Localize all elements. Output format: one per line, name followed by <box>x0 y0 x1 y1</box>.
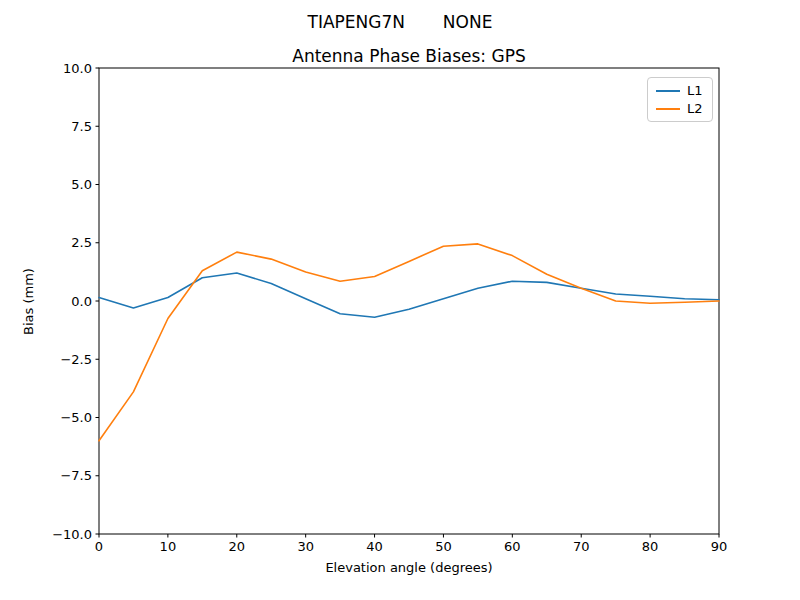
x-tick-label: 40 <box>366 539 383 554</box>
x-tick-label: 70 <box>573 539 590 554</box>
x-tick-label: 80 <box>642 539 659 554</box>
x-tick-label: 0 <box>95 539 103 554</box>
series-lines <box>99 244 719 441</box>
legend-item-l1: L1 <box>648 84 712 97</box>
series-line-l1 <box>99 273 719 317</box>
y-tick-label: −7.5 <box>60 468 92 483</box>
y-tick-label: −10.0 <box>52 527 92 542</box>
y-tick-label: 5.0 <box>71 177 92 192</box>
y-tick-label: 7.5 <box>71 119 92 134</box>
y-tick-label: 10.0 <box>63 61 92 76</box>
legend-label-l1: L1 <box>687 84 703 97</box>
axis-ticks: 0 10 20 30 40 50 60 70 80 90 −10.0 −7.5 −5.0 −2.5 0.0 2… <box>52 61 727 555</box>
x-tick-label: 10 <box>160 539 177 554</box>
legend-item-l2: L2 <box>648 102 712 115</box>
series-line-l2 <box>99 244 719 441</box>
x-tick-label: 60 <box>504 539 521 554</box>
x-tick-label: 90 <box>711 539 728 554</box>
legend: L1 L2 <box>647 77 713 122</box>
x-tick-label: 30 <box>297 539 314 554</box>
x-tick-label: 20 <box>229 539 246 554</box>
l2-line-swatch-icon <box>656 108 680 110</box>
legend-label-l2: L2 <box>687 102 703 115</box>
y-tick-label: 2.5 <box>71 235 92 250</box>
x-tick-label: 50 <box>435 539 452 554</box>
figure: TIAPENG7N NONE Antenna Phase Biases: GPS… <box>0 0 800 600</box>
y-tick-label: −5.0 <box>60 410 92 425</box>
y-tick-label: 0.0 <box>71 294 92 309</box>
x-axis-label: Elevation angle (degrees) <box>99 560 719 575</box>
y-axis-label: Bias (mm) <box>21 252 36 352</box>
l1-line-swatch-icon <box>656 90 680 92</box>
y-tick-label: −2.5 <box>60 352 92 367</box>
